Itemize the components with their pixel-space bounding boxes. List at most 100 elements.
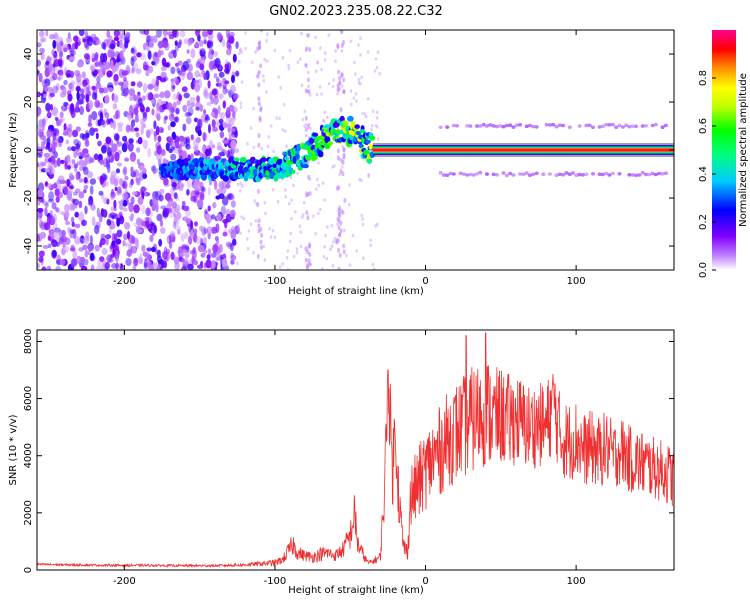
noise-speckle: [76, 71, 80, 78]
faint-speckle: [301, 213, 305, 217]
noise-speckle: [123, 166, 127, 176]
ridge-blob: [358, 143, 364, 149]
noise-speckle: [177, 60, 183, 66]
noise-speckle: [76, 79, 82, 87]
noise-speckle: [99, 87, 105, 94]
faint-speckle: [273, 235, 277, 240]
noise-speckle: [183, 92, 190, 99]
noise-speckle: [47, 147, 52, 152]
figure-title: GN02.2023.235.08.22.C32: [269, 4, 443, 19]
noise-speckle: [37, 210, 43, 219]
faint-speckle: [295, 250, 299, 255]
noise-speckle: [67, 32, 71, 39]
sideband-mark: [554, 124, 559, 129]
noise-speckle: [180, 233, 185, 242]
noise-speckle: [131, 119, 135, 128]
noise-speckle: [174, 40, 178, 46]
noise-speckle: [182, 205, 190, 212]
faint-speckle: [315, 187, 318, 191]
noise-speckle: [63, 79, 68, 86]
streak-speckle: [257, 133, 261, 139]
noise-speckle: [204, 209, 208, 215]
noise-speckle: [211, 260, 216, 269]
noise-speckle: [96, 207, 100, 218]
noise-speckle: [193, 260, 198, 266]
noise-speckle: [122, 167, 127, 175]
noise-speckle: [60, 235, 67, 243]
sideband-mark: [584, 172, 589, 177]
noise-speckle: [204, 91, 211, 100]
noise-speckle: [186, 179, 193, 189]
noise-speckle: [60, 159, 65, 164]
noise-speckle: [230, 259, 235, 265]
noise-speckle: [153, 224, 157, 234]
faint-speckle: [275, 116, 278, 120]
faint-speckle: [334, 59, 337, 64]
faint-speckle: [374, 57, 378, 61]
sideband-mark: [644, 124, 648, 128]
noise-speckle: [225, 88, 229, 94]
noise-speckle: [46, 128, 53, 138]
noise-speckle: [42, 84, 48, 94]
faint-speckle: [287, 63, 290, 68]
noise-speckle: [51, 202, 57, 210]
noise-speckle: [98, 85, 105, 96]
noise-speckle: [117, 125, 123, 132]
noise-speckle: [147, 83, 154, 90]
noise-speckle: [126, 230, 131, 240]
noise-speckle: [208, 60, 216, 70]
faint-speckle: [373, 69, 377, 73]
noise-speckle: [53, 151, 58, 159]
faint-speckle: [333, 164, 336, 168]
noise-speckle: [186, 100, 191, 108]
faint-speckle: [370, 127, 373, 132]
ridge-blob: [366, 157, 373, 164]
streak-speckle: [304, 257, 308, 263]
noise-speckle: [129, 152, 137, 162]
sideband-mark: [468, 124, 473, 128]
noise-speckle: [156, 145, 162, 155]
faint-speckle: [369, 243, 372, 248]
sideband-mark: [663, 123, 668, 128]
noise-speckle: [224, 63, 230, 70]
faint-speckle: [237, 224, 240, 228]
noise-speckle: [49, 226, 56, 232]
noise-speckle: [38, 30, 45, 38]
faint-speckle: [357, 43, 360, 47]
noise-speckle: [228, 228, 235, 234]
ridge-blob: [363, 149, 370, 156]
faint-speckle: [319, 46, 322, 50]
noise-speckle: [87, 36, 93, 47]
noise-speckle: [116, 217, 121, 227]
noise-speckle: [105, 160, 111, 169]
noise-speckle: [202, 145, 206, 153]
noise-speckle: [88, 114, 92, 124]
noise-speckle: [82, 166, 87, 171]
streak-speckle: [339, 208, 343, 214]
noise-speckle: [218, 93, 224, 100]
noise-speckle: [50, 229, 57, 239]
faint-speckle: [376, 50, 380, 55]
noise-speckle: [55, 266, 62, 270]
noise-speckle: [139, 165, 145, 172]
noise-speckle: [166, 102, 173, 111]
noise-speckle: [235, 70, 240, 77]
noise-speckle: [156, 152, 163, 162]
streak-speckle: [257, 101, 261, 107]
noise-speckle: [106, 198, 110, 205]
faint-speckle: [239, 101, 243, 105]
noise-speckle: [83, 53, 90, 60]
noise-speckle: [229, 31, 235, 38]
colorbar-tick-label: 0.0: [698, 262, 709, 278]
noise-speckle: [101, 145, 107, 154]
noise-speckle: [173, 49, 177, 59]
sideband-mark: [597, 125, 602, 129]
faint-speckle: [289, 175, 293, 180]
faint-speckle: [378, 71, 381, 76]
sideband-mark: [644, 172, 648, 177]
noise-speckle: [186, 49, 190, 54]
noise-speckle: [128, 215, 134, 220]
faint-speckle: [359, 81, 362, 86]
noise-speckle: [64, 246, 69, 253]
streak-speckle: [308, 191, 312, 196]
